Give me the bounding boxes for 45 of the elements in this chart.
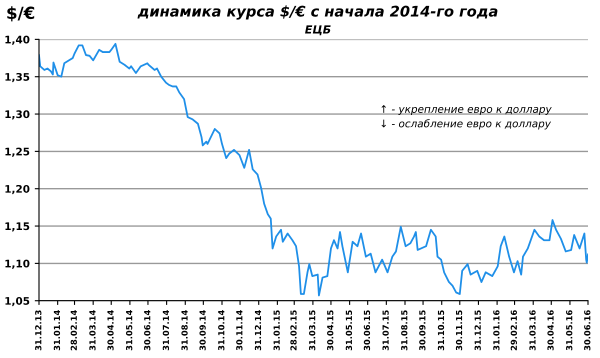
y-tick-label: 1,15 <box>5 222 30 232</box>
x-tick-label: 31.03.14 <box>89 310 96 350</box>
x-tick-label: 31.01.16 <box>493 310 500 350</box>
y-tick-label: 1,25 <box>5 148 30 157</box>
x-tick-label: 31.05.16 <box>566 310 572 350</box>
x-tick-label: 29.02.16 <box>510 310 517 350</box>
annotation: ↓ - ослабление евро к доллару <box>382 119 552 130</box>
x-tick-label: 31.08.15 <box>401 310 408 350</box>
x-tick-label: 31.07.15 <box>382 310 389 350</box>
annotation: ↑ - укрепление евро к доллару <box>382 105 552 115</box>
x-tick-label: 31.05.15 <box>346 310 352 350</box>
chart-subtitle: ЕЦБ <box>305 25 331 36</box>
x-tick-label: 30.04.16 <box>547 310 554 350</box>
x-tick-label: 31.03.15 <box>309 310 316 350</box>
x-tick-label: 31.05.14 <box>126 310 132 350</box>
x-tick-label: 31.12.15 <box>474 310 481 350</box>
x-tick-label: 28.02.15 <box>290 310 297 350</box>
chart-title: динамика курса $/€ с начала 2014-го года <box>138 5 498 20</box>
x-tick-label: 31.01.15 <box>273 310 280 350</box>
x-tick-label: 30.06.15 <box>364 310 370 350</box>
x-tick-label: 31.12.14 <box>254 310 262 350</box>
x-tick-label: 31.10.15 <box>438 310 444 350</box>
x-tick-label: 30.11.14 <box>236 310 242 350</box>
y-tick-label: 1,10 <box>5 260 30 269</box>
x-tick-label: 30.11.15 <box>456 310 462 350</box>
y-tick-label: 1,30 <box>5 110 30 120</box>
x-tick-label: 31.12.13 <box>35 310 42 350</box>
x-tick-label: 31.07.14 <box>162 310 170 350</box>
x-tick-label: 30.06.16 <box>584 310 590 350</box>
y-axis-title: $/€ <box>7 6 34 22</box>
x-tick-label: 31.10.14 <box>218 310 224 350</box>
x-tick-label: 30.09.14 <box>199 310 206 350</box>
y-tick-label: 1,05 <box>5 296 30 306</box>
line-series <box>39 42 588 296</box>
x-tick-label: 28.02.14 <box>70 310 77 350</box>
x-tick-label: 31.08.14 <box>181 310 188 350</box>
x-tick-label: 30.04.15 <box>327 310 334 350</box>
x-tick-label: 30.04.14 <box>107 310 114 350</box>
y-tick-label: 1,40 <box>5 36 30 45</box>
y-tick-label: 1,35 <box>5 72 30 82</box>
x-tick-label: 31.01.14 <box>54 310 60 350</box>
x-tick-label: 31.03.16 <box>529 310 536 350</box>
x-tick-label: 30.06.14 <box>144 310 150 350</box>
y-tick-label: 1,20 <box>5 184 30 194</box>
x-tick-label: 30.09.15 <box>419 310 426 350</box>
